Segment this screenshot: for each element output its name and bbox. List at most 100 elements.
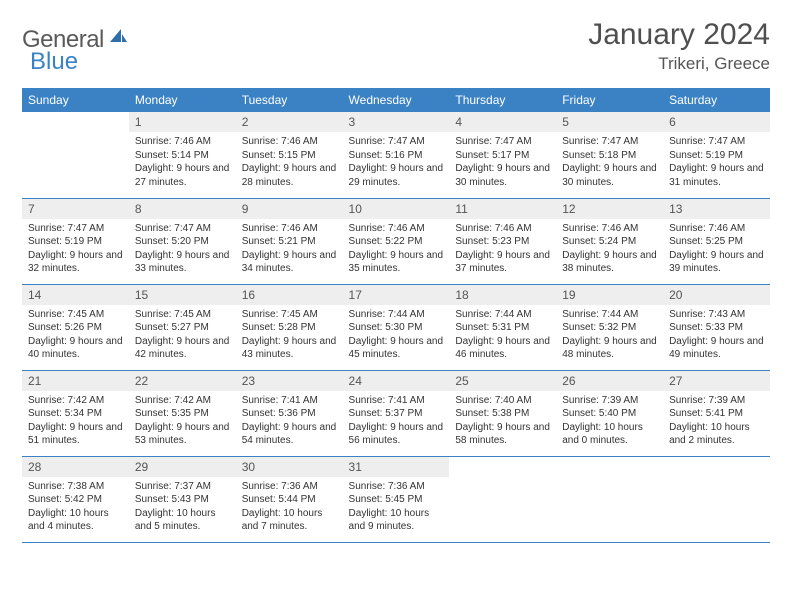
calendar-day-cell: 28Sunrise: 7:38 AMSunset: 5:42 PMDayligh… [22,456,129,542]
calendar-day-cell: 10Sunrise: 7:46 AMSunset: 5:22 PMDayligh… [343,198,450,284]
calendar-day-cell: . [22,112,129,198]
sunrise-text: Sunrise: 7:45 AM [242,308,337,322]
daylight-text: Daylight: 10 hours and 9 minutes. [349,507,444,534]
sunrise-text: Sunrise: 7:46 AM [455,222,550,236]
sunset-text: Sunset: 5:30 PM [349,321,444,335]
sunrise-text: Sunrise: 7:42 AM [135,394,230,408]
daylight-text: Daylight: 9 hours and 27 minutes. [135,162,230,189]
day-number: 21 [22,371,129,391]
day-details: Sunrise: 7:45 AMSunset: 5:26 PMDaylight:… [22,305,129,366]
day-number: 27 [663,371,770,391]
day-number: 25 [449,371,556,391]
sunset-text: Sunset: 5:45 PM [349,493,444,507]
sunset-text: Sunset: 5:32 PM [562,321,657,335]
day-details: Sunrise: 7:38 AMSunset: 5:42 PMDaylight:… [22,477,129,538]
calendar-day-cell: 4Sunrise: 7:47 AMSunset: 5:17 PMDaylight… [449,112,556,198]
sunset-text: Sunset: 5:20 PM [135,235,230,249]
calendar-day-cell: 22Sunrise: 7:42 AMSunset: 5:35 PMDayligh… [129,370,236,456]
logo-text-blue: Blue [30,48,78,76]
sunrise-text: Sunrise: 7:47 AM [135,222,230,236]
weekday-header: Friday [556,88,663,112]
calendar-day-cell: 15Sunrise: 7:45 AMSunset: 5:27 PMDayligh… [129,284,236,370]
daylight-text: Daylight: 9 hours and 45 minutes. [349,335,444,362]
weekday-header: Wednesday [343,88,450,112]
sunrise-text: Sunrise: 7:43 AM [669,308,764,322]
day-details: Sunrise: 7:46 AMSunset: 5:24 PMDaylight:… [556,219,663,280]
daylight-text: Daylight: 10 hours and 5 minutes. [135,507,230,534]
day-details: Sunrise: 7:46 AMSunset: 5:22 PMDaylight:… [343,219,450,280]
sunrise-text: Sunrise: 7:47 AM [669,135,764,149]
calendar-day-cell: 19Sunrise: 7:44 AMSunset: 5:32 PMDayligh… [556,284,663,370]
day-details: Sunrise: 7:40 AMSunset: 5:38 PMDaylight:… [449,391,556,452]
sunrise-text: Sunrise: 7:39 AM [669,394,764,408]
day-number: 11 [449,199,556,219]
sunset-text: Sunset: 5:31 PM [455,321,550,335]
day-details: Sunrise: 7:47 AMSunset: 5:18 PMDaylight:… [556,132,663,193]
sunrise-text: Sunrise: 7:45 AM [28,308,123,322]
calendar-day-cell: . [663,456,770,542]
day-number: 4 [449,112,556,132]
day-number: 2 [236,112,343,132]
day-number: 14 [22,285,129,305]
sunset-text: Sunset: 5:14 PM [135,149,230,163]
day-number: 30 [236,457,343,477]
calendar-day-cell: . [556,456,663,542]
calendar-week-row: 21Sunrise: 7:42 AMSunset: 5:34 PMDayligh… [22,370,770,456]
daylight-text: Daylight: 9 hours and 40 minutes. [28,335,123,362]
sunrise-text: Sunrise: 7:40 AM [455,394,550,408]
calendar-week-row: 14Sunrise: 7:45 AMSunset: 5:26 PMDayligh… [22,284,770,370]
daylight-text: Daylight: 10 hours and 0 minutes. [562,421,657,448]
sunset-text: Sunset: 5:37 PM [349,407,444,421]
day-number: 28 [22,457,129,477]
sunrise-text: Sunrise: 7:46 AM [242,135,337,149]
daylight-text: Daylight: 9 hours and 56 minutes. [349,421,444,448]
calendar-day-cell: 1Sunrise: 7:46 AMSunset: 5:14 PMDaylight… [129,112,236,198]
calendar-day-cell: 6Sunrise: 7:47 AMSunset: 5:19 PMDaylight… [663,112,770,198]
daylight-text: Daylight: 9 hours and 42 minutes. [135,335,230,362]
daylight-text: Daylight: 10 hours and 4 minutes. [28,507,123,534]
sunrise-text: Sunrise: 7:36 AM [349,480,444,494]
sunset-text: Sunset: 5:22 PM [349,235,444,249]
day-number: 8 [129,199,236,219]
calendar-day-cell: . [449,456,556,542]
day-number: 10 [343,199,450,219]
calendar-day-cell: 30Sunrise: 7:36 AMSunset: 5:44 PMDayligh… [236,456,343,542]
calendar-day-cell: 17Sunrise: 7:44 AMSunset: 5:30 PMDayligh… [343,284,450,370]
sunset-text: Sunset: 5:24 PM [562,235,657,249]
month-title: January 2024 [588,18,770,52]
sunrise-text: Sunrise: 7:41 AM [242,394,337,408]
calendar-week-row: 28Sunrise: 7:38 AMSunset: 5:42 PMDayligh… [22,456,770,542]
calendar-day-cell: 26Sunrise: 7:39 AMSunset: 5:40 PMDayligh… [556,370,663,456]
sunset-text: Sunset: 5:35 PM [135,407,230,421]
sunrise-text: Sunrise: 7:44 AM [349,308,444,322]
calendar-day-cell: 5Sunrise: 7:47 AMSunset: 5:18 PMDaylight… [556,112,663,198]
daylight-text: Daylight: 9 hours and 29 minutes. [349,162,444,189]
sunset-text: Sunset: 5:19 PM [28,235,123,249]
sunrise-text: Sunrise: 7:46 AM [562,222,657,236]
daylight-text: Daylight: 10 hours and 2 minutes. [669,421,764,448]
daylight-text: Daylight: 9 hours and 37 minutes. [455,249,550,276]
calendar-day-cell: 21Sunrise: 7:42 AMSunset: 5:34 PMDayligh… [22,370,129,456]
sunset-text: Sunset: 5:16 PM [349,149,444,163]
location-label: Trikeri, Greece [588,54,770,74]
sunrise-text: Sunrise: 7:45 AM [135,308,230,322]
daylight-text: Daylight: 9 hours and 58 minutes. [455,421,550,448]
sunset-text: Sunset: 5:42 PM [28,493,123,507]
sunset-text: Sunset: 5:33 PM [669,321,764,335]
day-details: Sunrise: 7:41 AMSunset: 5:36 PMDaylight:… [236,391,343,452]
sunrise-text: Sunrise: 7:46 AM [242,222,337,236]
daylight-text: Daylight: 9 hours and 28 minutes. [242,162,337,189]
day-number: 22 [129,371,236,391]
day-number: 29 [129,457,236,477]
sunrise-text: Sunrise: 7:47 AM [562,135,657,149]
day-details: Sunrise: 7:45 AMSunset: 5:27 PMDaylight:… [129,305,236,366]
logo-sail-icon [108,26,128,51]
daylight-text: Daylight: 9 hours and 33 minutes. [135,249,230,276]
day-number: 26 [556,371,663,391]
calendar-day-cell: 13Sunrise: 7:46 AMSunset: 5:25 PMDayligh… [663,198,770,284]
day-details: Sunrise: 7:44 AMSunset: 5:31 PMDaylight:… [449,305,556,366]
day-number: 12 [556,199,663,219]
sunset-text: Sunset: 5:17 PM [455,149,550,163]
calendar-day-cell: 3Sunrise: 7:47 AMSunset: 5:16 PMDaylight… [343,112,450,198]
day-details: Sunrise: 7:46 AMSunset: 5:25 PMDaylight:… [663,219,770,280]
